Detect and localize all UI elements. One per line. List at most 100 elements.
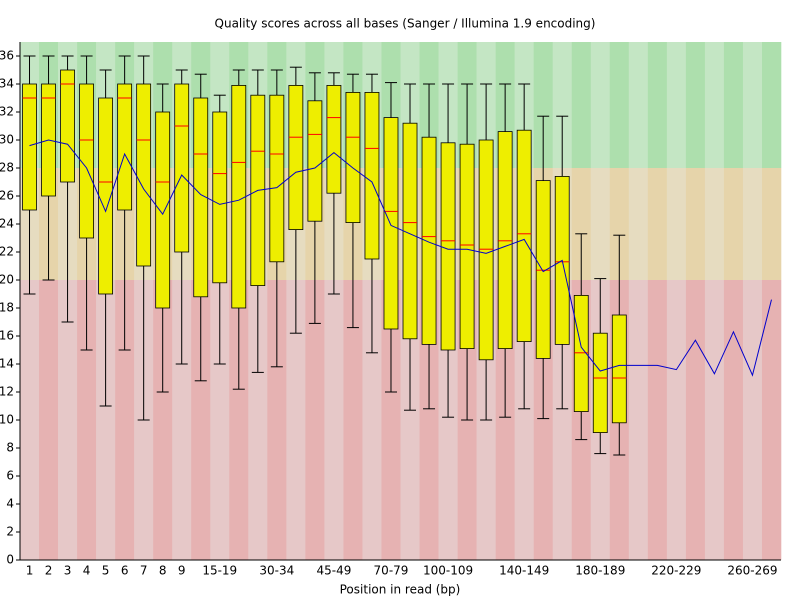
quality-zone: [723, 168, 744, 280]
quality-zone: [742, 280, 763, 560]
x-tick-label: 8: [159, 564, 167, 578]
quality-zone: [419, 280, 439, 560]
quality-zone: [685, 168, 706, 280]
box: [497, 131, 513, 350]
quality-zone: [704, 280, 725, 560]
box: [345, 92, 361, 223]
quality-zone: [761, 280, 782, 560]
quality-zone: [286, 280, 306, 560]
y-tick-label: 28: [0, 161, 14, 175]
quality-zone: [647, 42, 668, 168]
box: [79, 83, 94, 239]
box: [326, 85, 342, 194]
quality-zone: [647, 168, 668, 280]
box: [212, 111, 228, 284]
y-tick-label: 8: [6, 441, 14, 455]
y-tick-label: 10: [0, 413, 14, 427]
quality-zone: [609, 168, 630, 280]
quality-zone: [609, 42, 630, 168]
quality-zone: [628, 42, 649, 168]
box: [307, 100, 323, 222]
box: [117, 83, 133, 211]
quality-zone: [628, 168, 649, 280]
box: [193, 97, 209, 298]
quality-zone: [685, 280, 706, 560]
quality-zone: [362, 280, 382, 560]
y-tick-label: 36: [0, 49, 14, 63]
x-tick-label: 70-79: [374, 564, 409, 578]
quality-zone: [742, 42, 763, 168]
quality-zone: [381, 280, 401, 560]
quality-zone: [704, 42, 725, 168]
box: [421, 136, 437, 345]
box: [174, 83, 190, 253]
quality-zone: [191, 280, 211, 560]
x-axis-label: Position in read (bp): [340, 583, 461, 597]
box: [155, 111, 171, 309]
x-tick-label: 7: [140, 564, 148, 578]
x-tick-label: 260-269: [727, 564, 777, 578]
quality-zone: [552, 42, 573, 168]
box: [516, 129, 532, 342]
x-tick-label: 5: [102, 564, 110, 578]
quality-zone: [628, 280, 649, 560]
quality-zone: [666, 280, 687, 560]
quality-zone: [96, 280, 116, 560]
quality-zone: [723, 280, 744, 560]
box: [22, 83, 37, 211]
box: [440, 142, 456, 351]
x-tick-label: 15-19: [202, 564, 237, 578]
y-tick-label: 4: [6, 497, 14, 511]
y-tick-label: 6: [6, 469, 14, 483]
quality-zone: [533, 42, 553, 168]
y-tick-label: 0: [6, 553, 14, 567]
y-tick-label: 24: [0, 217, 14, 231]
y-tick-label: 14: [0, 357, 14, 371]
quality-zone: [39, 280, 59, 560]
quality-zone: [305, 280, 325, 560]
x-tick-label: 30-34: [259, 564, 294, 578]
quality-zone: [742, 168, 763, 280]
quality-zone: [666, 42, 687, 168]
quality-zone: [571, 168, 592, 280]
x-tick-label: 9: [178, 564, 186, 578]
quality-zone: [495, 280, 515, 560]
y-tick-label: 18: [0, 301, 14, 315]
quality-zone: [20, 280, 40, 560]
box: [478, 139, 494, 361]
quality-zone: [343, 280, 363, 560]
box: [288, 85, 304, 230]
y-tick-label: 30: [0, 133, 14, 147]
box: [402, 122, 418, 340]
box: [231, 85, 247, 309]
y-tick-label: 26: [0, 189, 14, 203]
box: [364, 92, 380, 260]
quality-zone: [571, 42, 592, 168]
box: [592, 332, 608, 434]
x-tick-label: 3: [64, 564, 72, 578]
quality-zone: [229, 280, 249, 560]
chart-title: Quality scores across all bases (Sanger …: [215, 17, 596, 31]
box: [535, 180, 551, 359]
y-tick-label: 22: [0, 245, 14, 259]
x-tick-label: 1: [26, 564, 34, 578]
box: [573, 294, 589, 412]
quality-zone: [761, 42, 782, 168]
y-tick-label: 2: [6, 525, 14, 539]
x-tick-label: 6: [121, 564, 129, 578]
x-tick-label: 180-189: [575, 564, 625, 578]
quality-zone: [514, 280, 534, 560]
quality-zone: [647, 280, 668, 560]
x-tick-label: 45-49: [316, 564, 351, 578]
quality-zone: [324, 280, 344, 560]
box: [269, 94, 285, 263]
quality-zone: [666, 168, 687, 280]
quality-zone: [590, 168, 611, 280]
quality-zone: [723, 42, 744, 168]
quality-zone: [552, 280, 573, 560]
x-tick-label: 140-149: [499, 564, 549, 578]
y-tick-label: 16: [0, 329, 14, 343]
quality-zone: [248, 280, 268, 560]
quality-zone: [761, 168, 782, 280]
box: [459, 143, 475, 349]
